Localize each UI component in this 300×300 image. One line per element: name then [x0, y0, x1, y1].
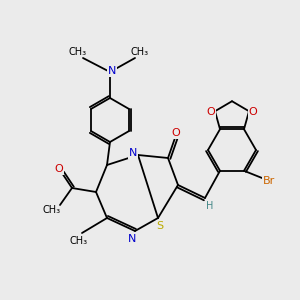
Text: N: N: [129, 148, 137, 158]
Text: O: O: [55, 164, 63, 174]
Text: O: O: [207, 107, 215, 117]
Text: CH₃: CH₃: [70, 236, 88, 246]
Text: N: N: [108, 66, 116, 76]
Text: CH₃: CH₃: [131, 47, 149, 57]
Text: O: O: [249, 107, 257, 117]
Text: S: S: [156, 221, 164, 231]
Text: CH₃: CH₃: [43, 205, 61, 215]
Text: N: N: [128, 234, 136, 244]
Text: Br: Br: [263, 176, 275, 186]
Text: O: O: [172, 128, 180, 138]
Text: H: H: [206, 201, 214, 211]
Text: CH₃: CH₃: [69, 47, 87, 57]
